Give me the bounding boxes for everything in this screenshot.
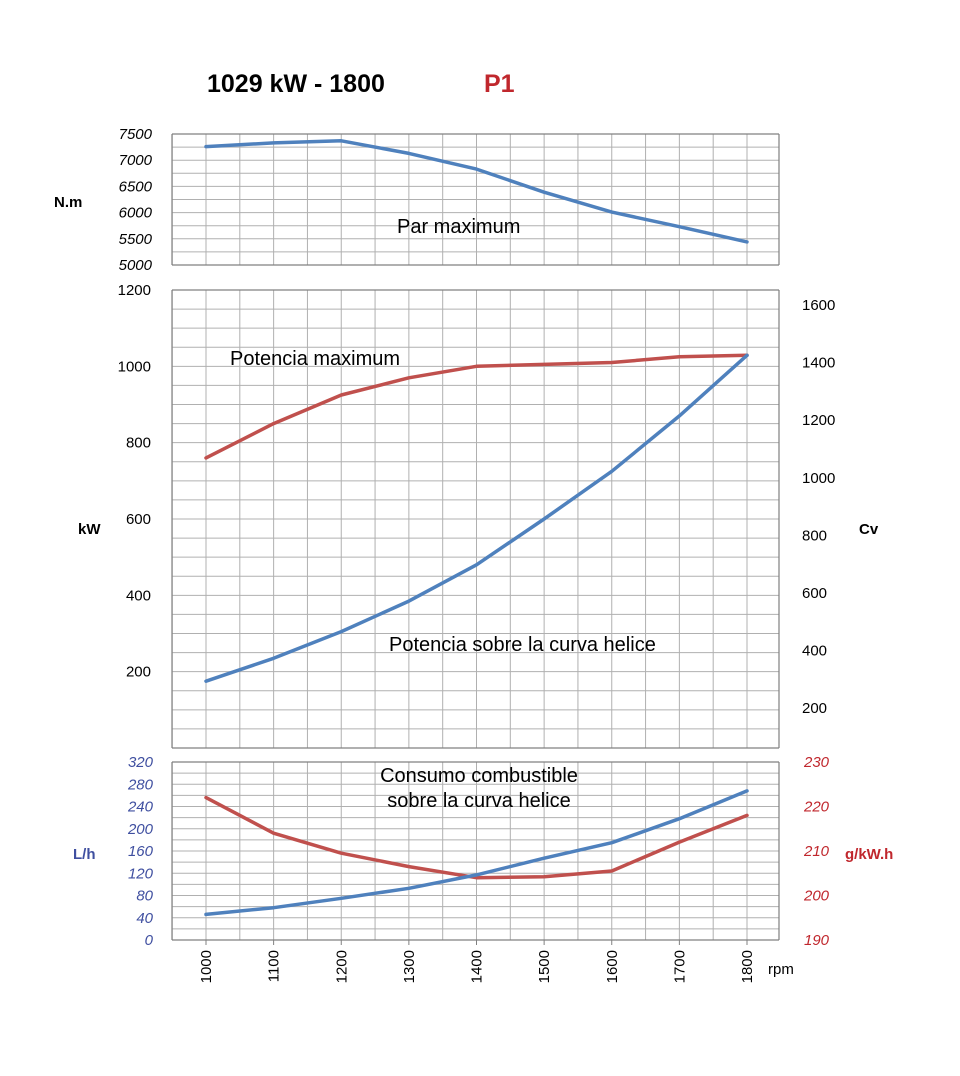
consumption-ytick-right-label: 190 — [804, 932, 830, 949]
power-ytick-right-label: 1000 — [802, 470, 835, 487]
x-tick-label: 1600 — [604, 950, 621, 983]
consumption-ytick-right-label: 230 — [803, 754, 830, 771]
x-tick-label: 1500 — [536, 950, 553, 983]
consumption-ytick-right-label: 210 — [803, 843, 830, 860]
consumption-ytick-right-label: 220 — [803, 799, 830, 816]
consumption-ytick-left-label: 0 — [145, 932, 154, 949]
consumption-annotation-line-2: sobre la curva helice — [387, 790, 570, 812]
torque-series-line — [204, 139, 749, 244]
x-tick-label: 1000 — [198, 950, 215, 983]
power-ytick-right-label: 800 — [802, 527, 827, 544]
x-tick-label: 1400 — [469, 950, 486, 983]
consumption-ytick-left-label: 320 — [128, 754, 154, 771]
power-helice-annotation: Potencia sobre la curva helice — [389, 634, 656, 656]
consumption-ytick-left-label: 160 — [128, 843, 154, 860]
power-ytick-right-label: 1400 — [802, 355, 835, 372]
x-tick-label: 1300 — [401, 950, 418, 983]
consumption-ytick-left-label: 120 — [128, 865, 154, 882]
consumption-axis-unit-left: L/h — [73, 846, 96, 863]
power-ytick-right-label: 400 — [802, 643, 827, 660]
power-axis-unit-right: Cv — [859, 521, 879, 538]
power-ytick-left-label: 600 — [126, 511, 151, 528]
torque-ytick-label: 7000 — [119, 152, 153, 169]
power-ytick-left-label: 200 — [126, 664, 151, 681]
power-ytick-right-label: 1600 — [802, 297, 835, 314]
power-ytick-left-label: 400 — [126, 587, 151, 604]
consumption-specific-series-line — [204, 795, 749, 880]
power-ytick-right-label: 200 — [802, 700, 827, 717]
x-tick-label: 1100 — [266, 950, 283, 982]
power-ytick-left-label: 1000 — [118, 358, 151, 375]
power-max-annotation: Potencia maximum — [230, 348, 400, 370]
torque-axis-unit: N.m — [54, 194, 82, 211]
torque-ytick-label: 5000 — [119, 257, 153, 274]
consumption-axis-unit-right: g/kW.h — [845, 846, 893, 863]
power-ytick-left-label: 1200 — [118, 282, 151, 299]
consumption-ytick-right-label: 200 — [803, 888, 830, 905]
power-helice-series-line — [204, 353, 749, 683]
power-max-series-line — [204, 353, 749, 460]
consumption-volume-series-line — [204, 789, 749, 917]
consumption-ytick-left-label: 80 — [136, 888, 153, 905]
x-tick-label: 1200 — [333, 950, 350, 983]
consumption-ytick-left-label: 40 — [136, 910, 153, 927]
power-ytick-right-label: 600 — [802, 585, 827, 602]
consumption-ytick-left-label: 200 — [127, 821, 154, 838]
torque-ytick-label: 5500 — [119, 231, 153, 248]
power-ytick-left-label: 800 — [126, 435, 151, 452]
x-tick-label: 1700 — [671, 950, 688, 983]
torque-ytick-label: 6500 — [119, 178, 153, 195]
torque-annotation: Par maximum — [397, 216, 520, 238]
power-ytick-right-label: 1200 — [802, 412, 835, 429]
chart-title-rating: P1 — [484, 70, 515, 98]
consumption-ytick-left-label: 280 — [127, 776, 154, 793]
power-axis-unit-left: kW — [78, 521, 101, 538]
chart-title-power: 1029 kW - 1800 — [207, 70, 385, 98]
x-axis-unit: rpm — [768, 961, 794, 978]
consumption-annotation-line-1: Consumo combustible — [380, 765, 578, 787]
torque-ytick-label: 7500 — [119, 126, 153, 143]
x-tick-label: 1800 — [739, 950, 756, 983]
consumption-ytick-left-label: 240 — [127, 799, 154, 816]
torque-ytick-label: 6000 — [119, 205, 153, 222]
